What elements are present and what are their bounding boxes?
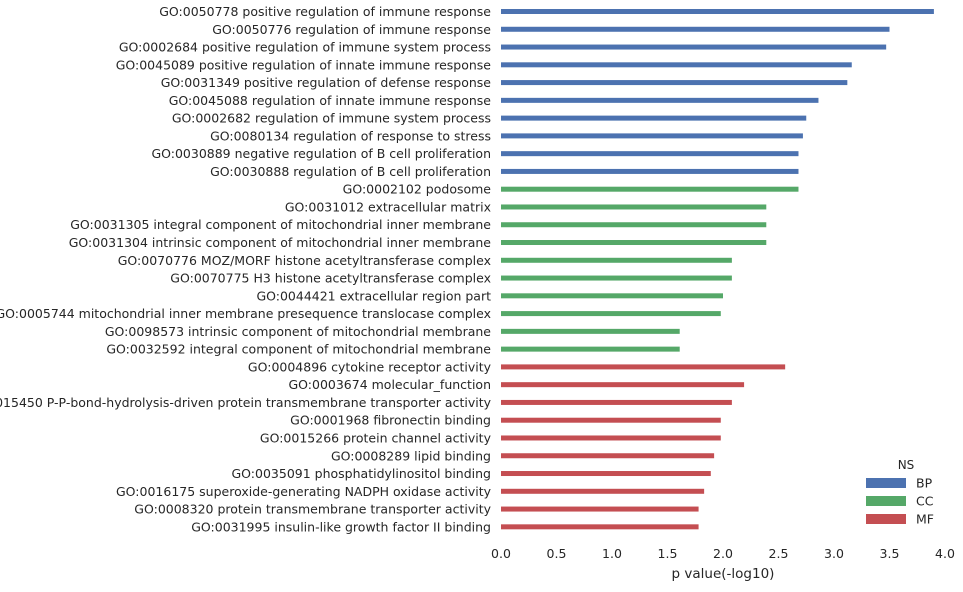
legend-entries: BP CC MF xyxy=(866,476,934,527)
category-label: GO:0001968 fibronectin binding xyxy=(290,413,491,428)
bar-cc-13 xyxy=(501,240,767,246)
category-label: GO:0002684 positive regulation of immune… xyxy=(119,40,491,55)
category-label: GO:0004896 cytokine receptor activity xyxy=(248,359,492,374)
x-axis-label: p value(-log10) xyxy=(672,566,775,582)
category-label: GO:0002102 podosome xyxy=(343,182,492,197)
x-tick-label: 2.0 xyxy=(713,546,733,561)
bar-bp-7 xyxy=(501,133,803,139)
bars-layer xyxy=(501,9,934,530)
category-label: GO:0030888 regulation of B cell prolifer… xyxy=(210,164,491,179)
legend-swatch-cc xyxy=(866,496,906,506)
x-tick-label: 2.5 xyxy=(769,546,789,561)
category-label: GO:0070776 MOZ/MORF histone acetyltransf… xyxy=(118,253,491,268)
x-tick-label: 1.0 xyxy=(602,546,622,561)
legend-title: NS xyxy=(898,458,915,472)
category-label: GO:0002682 regulation of immune system p… xyxy=(172,111,491,126)
legend-swatch-bp xyxy=(866,478,906,488)
category-label: GO:0045089 positive regulation of innate… xyxy=(116,57,492,72)
category-label: GO:0031995 insulin-like growth factor II… xyxy=(191,519,491,534)
x-tick-label: 1.5 xyxy=(658,546,678,561)
category-label: GO:0031012 extracellular matrix xyxy=(285,199,491,214)
x-tick-label: 3.0 xyxy=(824,546,844,561)
bar-mf-24 xyxy=(501,435,721,441)
category-label: GO:0031305 integral component of mitocho… xyxy=(70,217,491,232)
bar-mf-27 xyxy=(501,488,705,494)
legend-swatch-mf xyxy=(866,514,906,524)
category-label: GO:0050778 positive regulation of immune… xyxy=(159,4,491,19)
category-label: GO:0016175 superoxide-generating NADPH o… xyxy=(116,484,492,499)
bar-bp-0 xyxy=(501,9,934,14)
legend-label-mf: MF xyxy=(916,512,934,527)
x-tick-label: 3.5 xyxy=(880,546,900,561)
category-label: GO:0032592 integral component of mitocho… xyxy=(106,342,491,357)
x-axis-ticks: 0.0 0.5 1.0 1.5 2.0 2.5 3.0 3.5 4.0 xyxy=(491,546,955,561)
category-label: GO:0080134 regulation of response to str… xyxy=(210,128,491,143)
legend-label-cc: CC xyxy=(916,494,934,509)
bar-mf-29 xyxy=(501,524,699,530)
category-label: GO:0015266 protein channel activity xyxy=(260,430,492,445)
bar-mf-22 xyxy=(501,399,732,405)
category-label: GO:0008320 protein transmembrane transpo… xyxy=(134,502,491,517)
bar-bp-3 xyxy=(501,62,852,68)
x-tick-label: 0.5 xyxy=(547,546,567,561)
x-tick-label: 4.0 xyxy=(935,546,955,561)
category-label: GO:0003674 molecular_function xyxy=(288,377,491,392)
bar-mf-28 xyxy=(501,506,699,512)
category-label: GO:0045088 regulation of innate immune r… xyxy=(169,93,492,108)
bar-bp-5 xyxy=(501,97,819,103)
category-label: GO:0008289 lipid binding xyxy=(331,448,491,463)
bar-bp-9 xyxy=(501,168,799,174)
category-labels: GO:0050778 positive regulation of immune… xyxy=(0,4,492,534)
bar-cc-11 xyxy=(501,204,767,210)
category-label: GO:0098573 intrinsic component of mitoch… xyxy=(105,324,491,339)
legend-label-bp: BP xyxy=(916,476,933,491)
bar-mf-20 xyxy=(501,364,786,370)
bar-cc-10 xyxy=(501,186,799,192)
bar-bp-2 xyxy=(501,44,887,50)
category-label: GO:0031349 positive regulation of defens… xyxy=(161,75,492,90)
bar-mf-21 xyxy=(501,382,745,388)
bar-cc-15 xyxy=(501,275,732,281)
x-tick-label: 0.0 xyxy=(491,546,511,561)
category-label: GO:0035091 phosphatidylinositol binding xyxy=(232,466,492,481)
bar-cc-16 xyxy=(501,293,723,299)
category-label: GO:0030889 negative regulation of B cell… xyxy=(151,146,491,161)
category-label: GO:0044421 extracellular region part xyxy=(256,288,491,303)
legend: NS BP CC MF xyxy=(866,458,934,527)
bar-cc-19 xyxy=(501,346,680,352)
category-label: GO:0005744 mitochondrial inner membrane … xyxy=(0,306,491,321)
bar-cc-18 xyxy=(501,328,680,334)
category-label: GO:0015450 P-P-bond-hydrolysis-driven pr… xyxy=(0,395,492,410)
bar-mf-23 xyxy=(501,417,721,423)
category-label: GO:0031304 intrinsic component of mitoch… xyxy=(69,235,492,250)
bar-bp-4 xyxy=(501,80,848,86)
bar-bp-8 xyxy=(501,151,799,157)
category-label: GO:0050776 regulation of immune response xyxy=(212,22,491,37)
category-label: GO:0070775 H3 histone acetyltransferase … xyxy=(170,271,491,286)
bar-mf-26 xyxy=(501,471,711,477)
bar-cc-17 xyxy=(501,311,721,317)
bar-bp-6 xyxy=(501,115,807,121)
bar-cc-14 xyxy=(501,257,732,263)
bar-cc-12 xyxy=(501,222,767,228)
bar-bp-1 xyxy=(501,26,890,32)
bar-mf-25 xyxy=(501,453,715,459)
